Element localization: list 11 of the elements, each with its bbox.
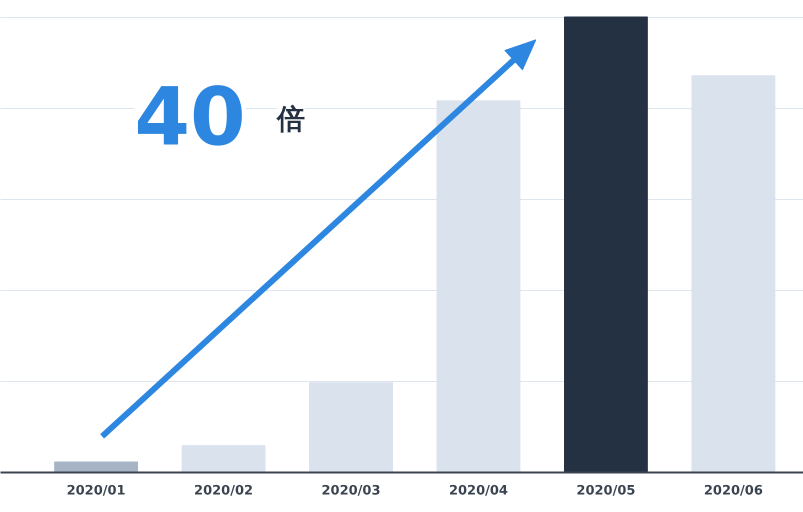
x-tick-label: 2020/05 — [576, 484, 636, 498]
x-tick-label: 2020/03 — [322, 484, 381, 498]
bar — [182, 445, 266, 472]
bar — [564, 16, 648, 472]
x-tick-label: 2020/01 — [66, 484, 126, 498]
annotation: 40 — [134, 70, 246, 164]
x-tick-label: 2020/04 — [448, 484, 508, 498]
x-tick-label: 2020/02 — [194, 484, 254, 498]
bar — [54, 462, 138, 472]
x-tick-label: 2020/06 — [704, 484, 763, 498]
annotation: 倍 — [276, 102, 306, 136]
